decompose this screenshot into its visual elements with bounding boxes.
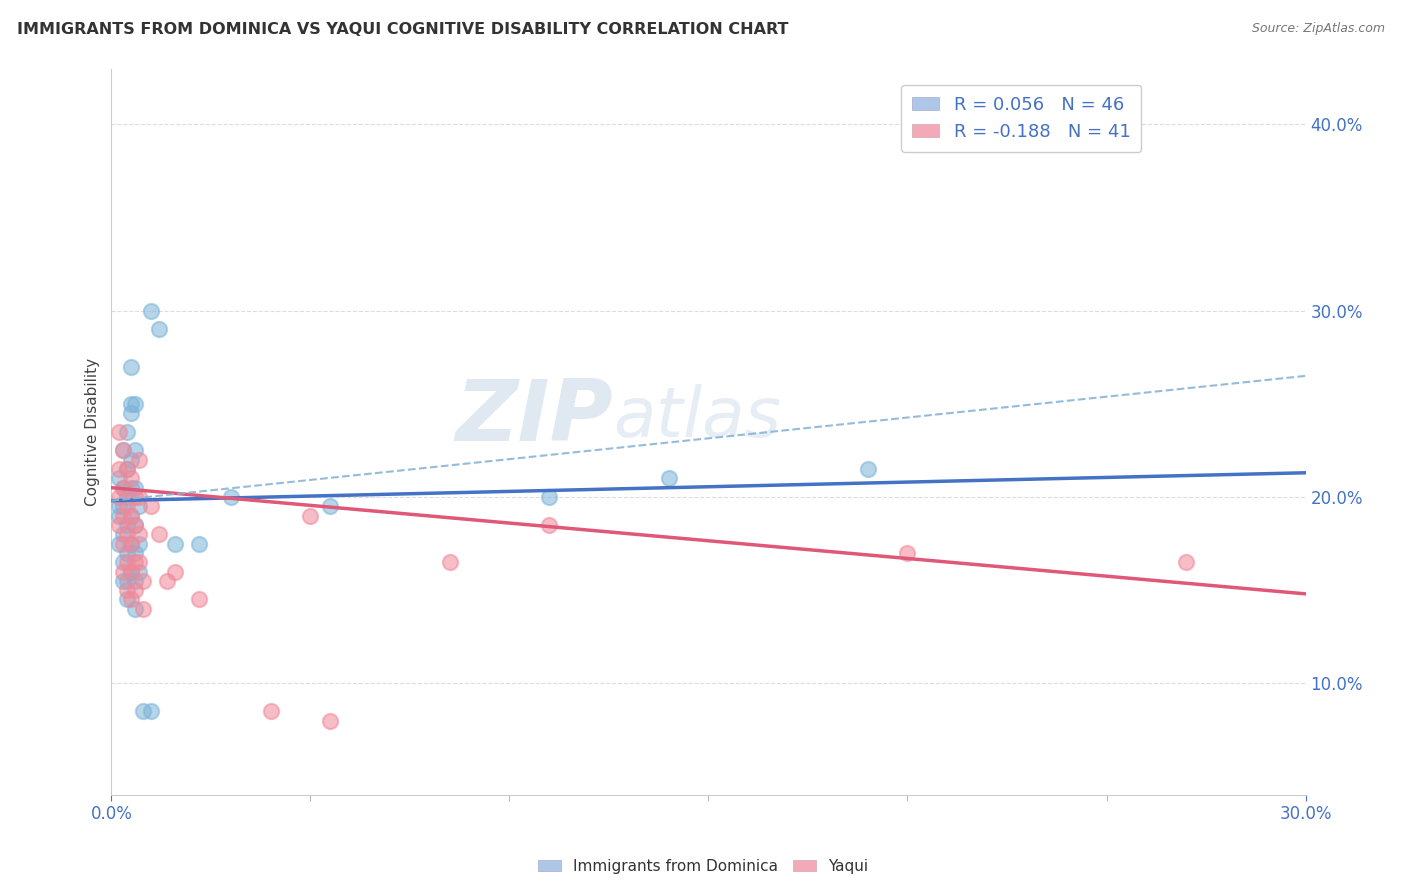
Point xyxy=(124,555,146,569)
Point xyxy=(120,406,142,420)
Point xyxy=(188,592,211,607)
Point xyxy=(128,555,150,569)
Legend: R = 0.056   N = 46, R = -0.188   N = 41: R = 0.056 N = 46, R = -0.188 N = 41 xyxy=(901,85,1142,152)
Point xyxy=(156,574,179,588)
Point xyxy=(112,443,135,458)
Point xyxy=(117,527,139,541)
Point xyxy=(112,555,135,569)
Point xyxy=(120,565,142,579)
Point xyxy=(128,565,150,579)
Point xyxy=(108,471,131,485)
Point xyxy=(538,517,561,532)
Y-axis label: Cognitive Disability: Cognitive Disability xyxy=(86,358,100,506)
Point xyxy=(120,508,142,523)
Point xyxy=(112,481,135,495)
Point xyxy=(117,517,139,532)
Point xyxy=(896,546,918,560)
Point xyxy=(117,425,139,439)
Point xyxy=(108,517,131,532)
Point xyxy=(117,583,139,598)
Text: ZIP: ZIP xyxy=(456,376,613,458)
Point xyxy=(108,536,131,550)
Point xyxy=(132,704,155,718)
Point xyxy=(112,536,135,550)
Point xyxy=(132,601,155,615)
Point xyxy=(120,452,142,467)
Point xyxy=(148,322,170,336)
Point xyxy=(219,490,242,504)
Legend: Immigrants from Dominica, Yaqui: Immigrants from Dominica, Yaqui xyxy=(531,853,875,880)
Point xyxy=(112,527,135,541)
Point xyxy=(128,452,150,467)
Point xyxy=(117,500,139,514)
Point xyxy=(124,443,146,458)
Point xyxy=(124,397,146,411)
Point xyxy=(124,574,146,588)
Point xyxy=(112,443,135,458)
Point xyxy=(124,583,146,598)
Point xyxy=(148,527,170,541)
Point xyxy=(120,536,142,550)
Point xyxy=(112,500,135,514)
Point xyxy=(117,555,139,569)
Point xyxy=(108,462,131,476)
Point xyxy=(108,490,131,504)
Point xyxy=(124,490,146,504)
Point xyxy=(128,500,150,514)
Point xyxy=(259,704,281,718)
Point xyxy=(117,592,139,607)
Text: IMMIGRANTS FROM DOMINICA VS YAQUI COGNITIVE DISABILITY CORRELATION CHART: IMMIGRANTS FROM DOMINICA VS YAQUI COGNIT… xyxy=(17,22,789,37)
Point xyxy=(658,471,681,485)
Point xyxy=(117,574,139,588)
Point xyxy=(1175,555,1198,569)
Point xyxy=(165,536,187,550)
Point xyxy=(120,508,142,523)
Point xyxy=(538,490,561,504)
Point xyxy=(124,546,146,560)
Point xyxy=(120,481,142,495)
Point xyxy=(124,481,146,495)
Point xyxy=(120,359,142,374)
Point xyxy=(141,303,163,318)
Point xyxy=(112,565,135,579)
Point xyxy=(117,490,139,504)
Point xyxy=(124,517,146,532)
Point xyxy=(108,500,131,514)
Point xyxy=(128,536,150,550)
Point xyxy=(128,490,150,504)
Point xyxy=(120,397,142,411)
Point xyxy=(117,462,139,476)
Point xyxy=(141,704,163,718)
Point xyxy=(319,714,342,728)
Point xyxy=(108,508,131,523)
Point xyxy=(117,462,139,476)
Text: atlas: atlas xyxy=(613,384,780,450)
Point xyxy=(112,508,135,523)
Point xyxy=(141,500,163,514)
Point xyxy=(120,592,142,607)
Point xyxy=(165,565,187,579)
Point xyxy=(132,574,155,588)
Text: Source: ZipAtlas.com: Source: ZipAtlas.com xyxy=(1251,22,1385,36)
Point xyxy=(108,425,131,439)
Point xyxy=(128,527,150,541)
Point xyxy=(112,481,135,495)
Point xyxy=(120,471,142,485)
Point xyxy=(120,536,142,550)
Point xyxy=(112,574,135,588)
Point xyxy=(120,565,142,579)
Point xyxy=(299,508,322,523)
Point xyxy=(856,462,879,476)
Point xyxy=(319,500,342,514)
Point xyxy=(439,555,461,569)
Point xyxy=(188,536,211,550)
Point xyxy=(124,601,146,615)
Point xyxy=(117,546,139,560)
Point xyxy=(124,517,146,532)
